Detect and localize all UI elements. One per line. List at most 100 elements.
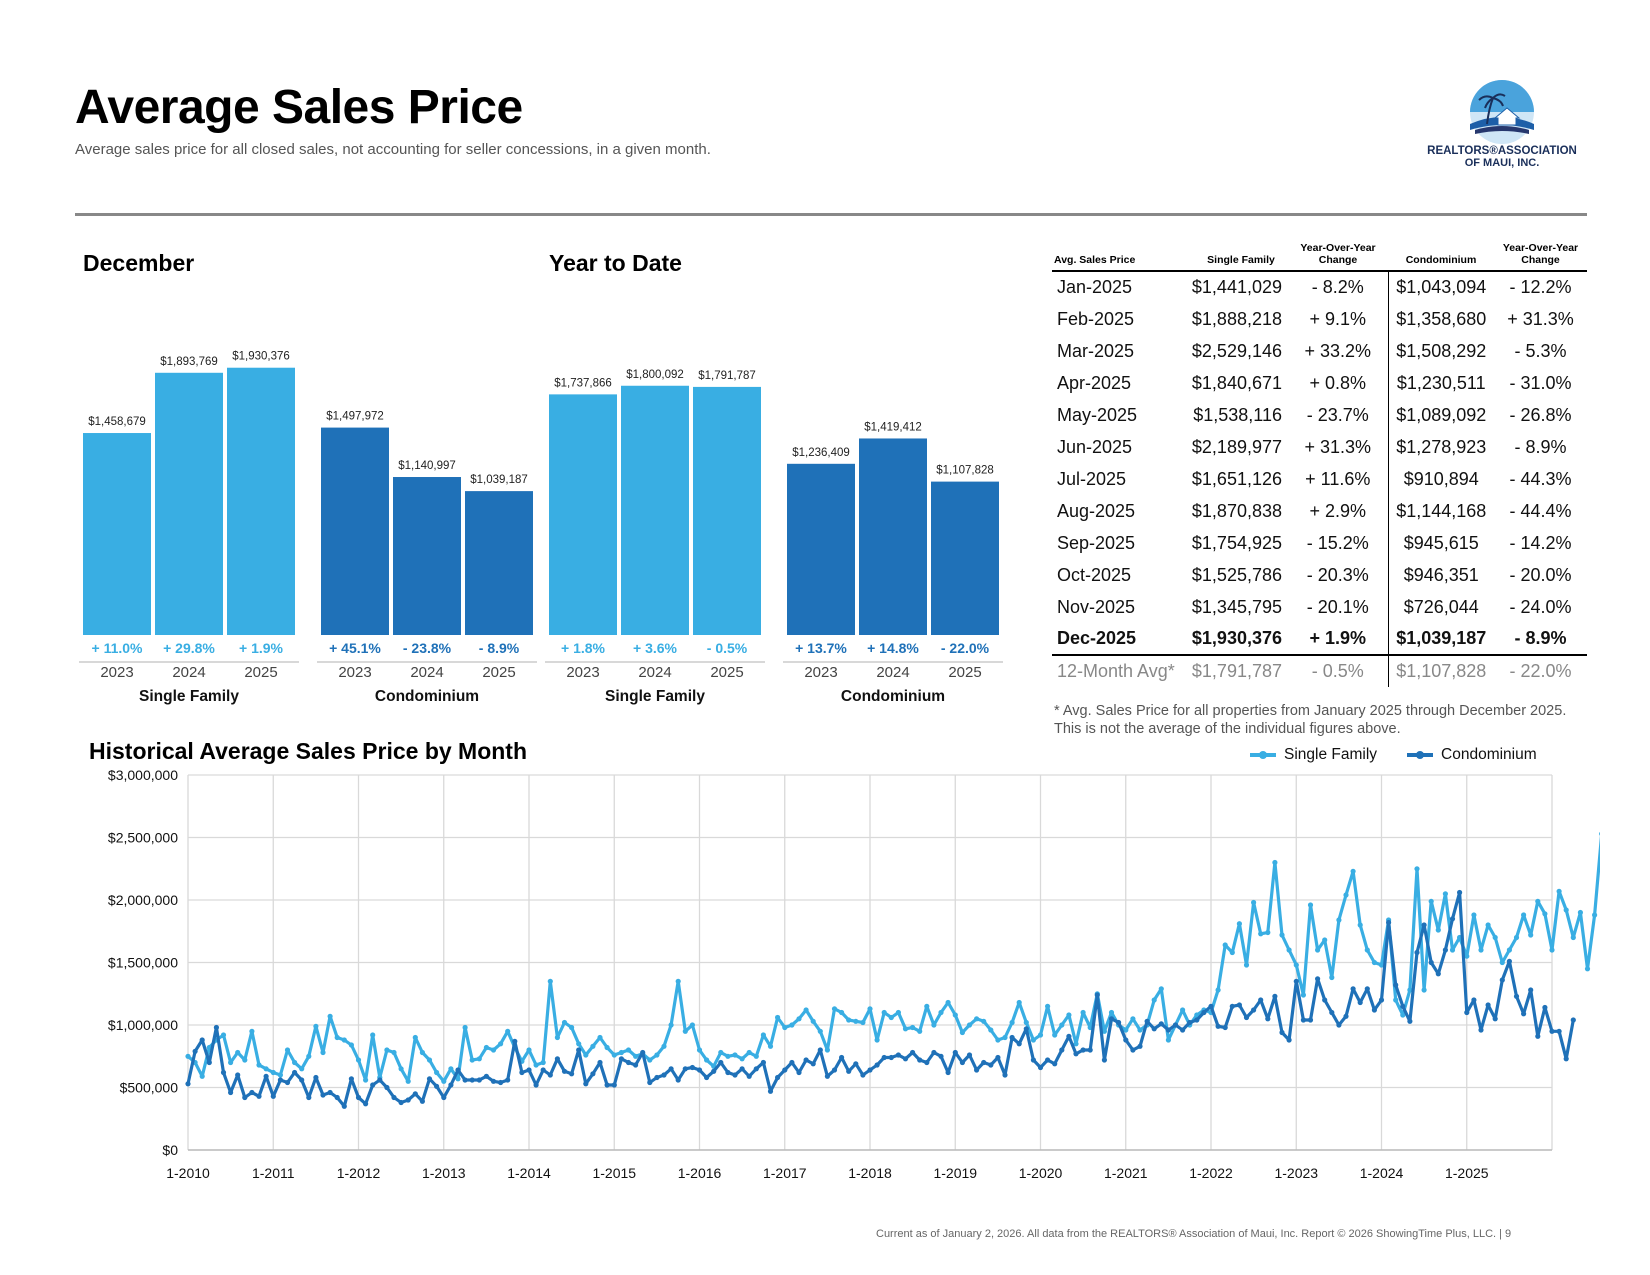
data-point-single-family (810, 1018, 816, 1024)
x-tick-label: 1-2020 (1019, 1165, 1063, 1181)
table-cell-period: Sep-2025 (1057, 532, 1136, 553)
data-point-condominium (576, 1047, 582, 1053)
bar-year-label: 2025 (482, 664, 515, 681)
table-cell-single-family: $1,525,786 (1191, 564, 1282, 585)
bar-year-label: 2024 (876, 664, 909, 681)
table-cell-condo-change: - 8.9% (1514, 436, 1567, 457)
table-cell-sf-change: + 0.8% (1309, 372, 1367, 393)
table-cell-single-family: $2,529,146 (1191, 340, 1282, 361)
data-point-single-family (895, 1009, 902, 1016)
bar-value-label: $1,800,092 (626, 369, 684, 381)
table-cell-single-family: $1,888,218 (1191, 308, 1282, 329)
data-point-condominium (199, 1037, 205, 1043)
legend-single-family-label: Single Family (1284, 746, 1378, 763)
data-point-single-family (391, 1049, 397, 1056)
data-point-single-family (426, 1057, 433, 1063)
bar-single-family-2024 (621, 385, 689, 635)
data-point-single-family (1549, 947, 1555, 953)
data-point-condominium (988, 1062, 994, 1068)
data-point-single-family (1584, 966, 1591, 972)
data-point-single-family (476, 1056, 482, 1062)
legend-single-family-swatch (1250, 751, 1276, 759)
data-point-single-family (490, 1047, 497, 1053)
y-tick-label: $500,000 (120, 1080, 179, 1096)
data-point-condominium (711, 1068, 717, 1074)
data-point-single-family (370, 1032, 376, 1038)
data-point-single-family (888, 1014, 894, 1021)
data-point-single-family (1400, 1012, 1406, 1018)
group-label: Single Family (605, 688, 705, 705)
data-point-single-family (1066, 1012, 1072, 1018)
data-point-single-family (1307, 902, 1314, 908)
data-point-condominium (1499, 977, 1505, 983)
table-cell-single-family: $1,870,838 (1191, 500, 1282, 521)
data-point-single-family (739, 1056, 745, 1062)
bar-single-family-2023 (83, 433, 151, 635)
data-point-single-family (270, 1069, 276, 1076)
data-point-condominium (554, 1056, 560, 1062)
data-point-condominium (1428, 959, 1434, 966)
history-line-chart: $0 $500,000 $1,000,000 $1,500,000 $2,000,000… (108, 770, 1600, 1181)
bar-change-label: + 14.8% (867, 640, 919, 656)
data-point-condominium (1215, 1023, 1221, 1029)
data-point-single-family (277, 1072, 283, 1078)
data-point-condominium (1464, 1009, 1470, 1016)
data-point-single-family (1108, 1009, 1115, 1016)
data-point-single-family (966, 1022, 973, 1028)
bar-single-family-2024 (155, 372, 223, 635)
data-point-condominium (1030, 1057, 1036, 1063)
data-point-condominium (426, 1076, 433, 1082)
page-title: Average Sales Price (75, 81, 523, 134)
data-point-condominium (256, 1093, 262, 1099)
table-cell-sf-change: - 0.5% (1288, 654, 1388, 687)
data-point-single-family (547, 978, 553, 984)
data-point-single-family (1322, 937, 1328, 943)
data-point-single-family (753, 1053, 759, 1059)
legend-single-family: Single Family (1250, 746, 1377, 764)
x-tick-label: 1-2022 (1189, 1165, 1233, 1181)
data-point-condominium (512, 1038, 518, 1044)
data-point-single-family (661, 1043, 667, 1049)
data-point-condominium (1542, 1004, 1548, 1011)
table-cell-sf-change: + 1.9% (1309, 628, 1367, 648)
data-point-condominium (696, 1067, 703, 1073)
data-point-condominium (206, 1059, 212, 1066)
x-tick-label: 1-2013 (422, 1165, 466, 1181)
bar-value-label: $1,893,769 (160, 356, 218, 368)
table-cell-sf-change: - 20.3% (1306, 564, 1369, 585)
bar-value-label: $1,236,409 (792, 447, 850, 459)
data-point-single-family (1293, 962, 1299, 968)
data-point-single-family (654, 1052, 660, 1058)
table-cell-period: 12-Month Avg* (1052, 654, 1180, 687)
data-point-single-family (1364, 947, 1370, 953)
data-point-condominium (1393, 982, 1399, 988)
data-point-condominium (1357, 999, 1363, 1006)
data-point-single-family (817, 1028, 823, 1034)
y-tick-label: $2,000,000 (108, 892, 178, 908)
table-cell-sf-change: + 31.3% (1304, 436, 1372, 457)
data-point-single-family (405, 1078, 411, 1084)
table-footnote: * Avg. Sales Price for all properties fr… (1054, 703, 1567, 737)
data-point-condominium (888, 1054, 894, 1061)
data-point-single-family (469, 1057, 475, 1063)
bar-change-label: + 1.8% (561, 640, 606, 656)
data-point-single-family (1371, 959, 1377, 966)
data-point-condominium (782, 1067, 788, 1073)
data-point-condominium (1059, 1047, 1065, 1053)
data-point-condominium (1386, 919, 1392, 926)
data-point-single-family (718, 1049, 724, 1056)
data-point-condominium (767, 1088, 774, 1094)
data-point-condominium (1123, 1037, 1129, 1043)
x-tick-label: 1-2023 (1274, 1165, 1318, 1181)
data-point-single-family (995, 1037, 1001, 1043)
y-tick-label: $2,500,000 (108, 830, 178, 846)
data-point-condominium (945, 1069, 951, 1076)
data-point-single-family (320, 1049, 326, 1056)
data-point-condominium (1535, 1033, 1541, 1039)
data-point-condominium (732, 1072, 738, 1078)
table-cell-condominium: $910,894 (1387, 463, 1494, 495)
data-point-condominium (625, 1059, 632, 1066)
data-point-single-family (1513, 934, 1520, 941)
data-point-condominium (675, 1077, 681, 1083)
data-point-single-family (185, 1053, 191, 1059)
